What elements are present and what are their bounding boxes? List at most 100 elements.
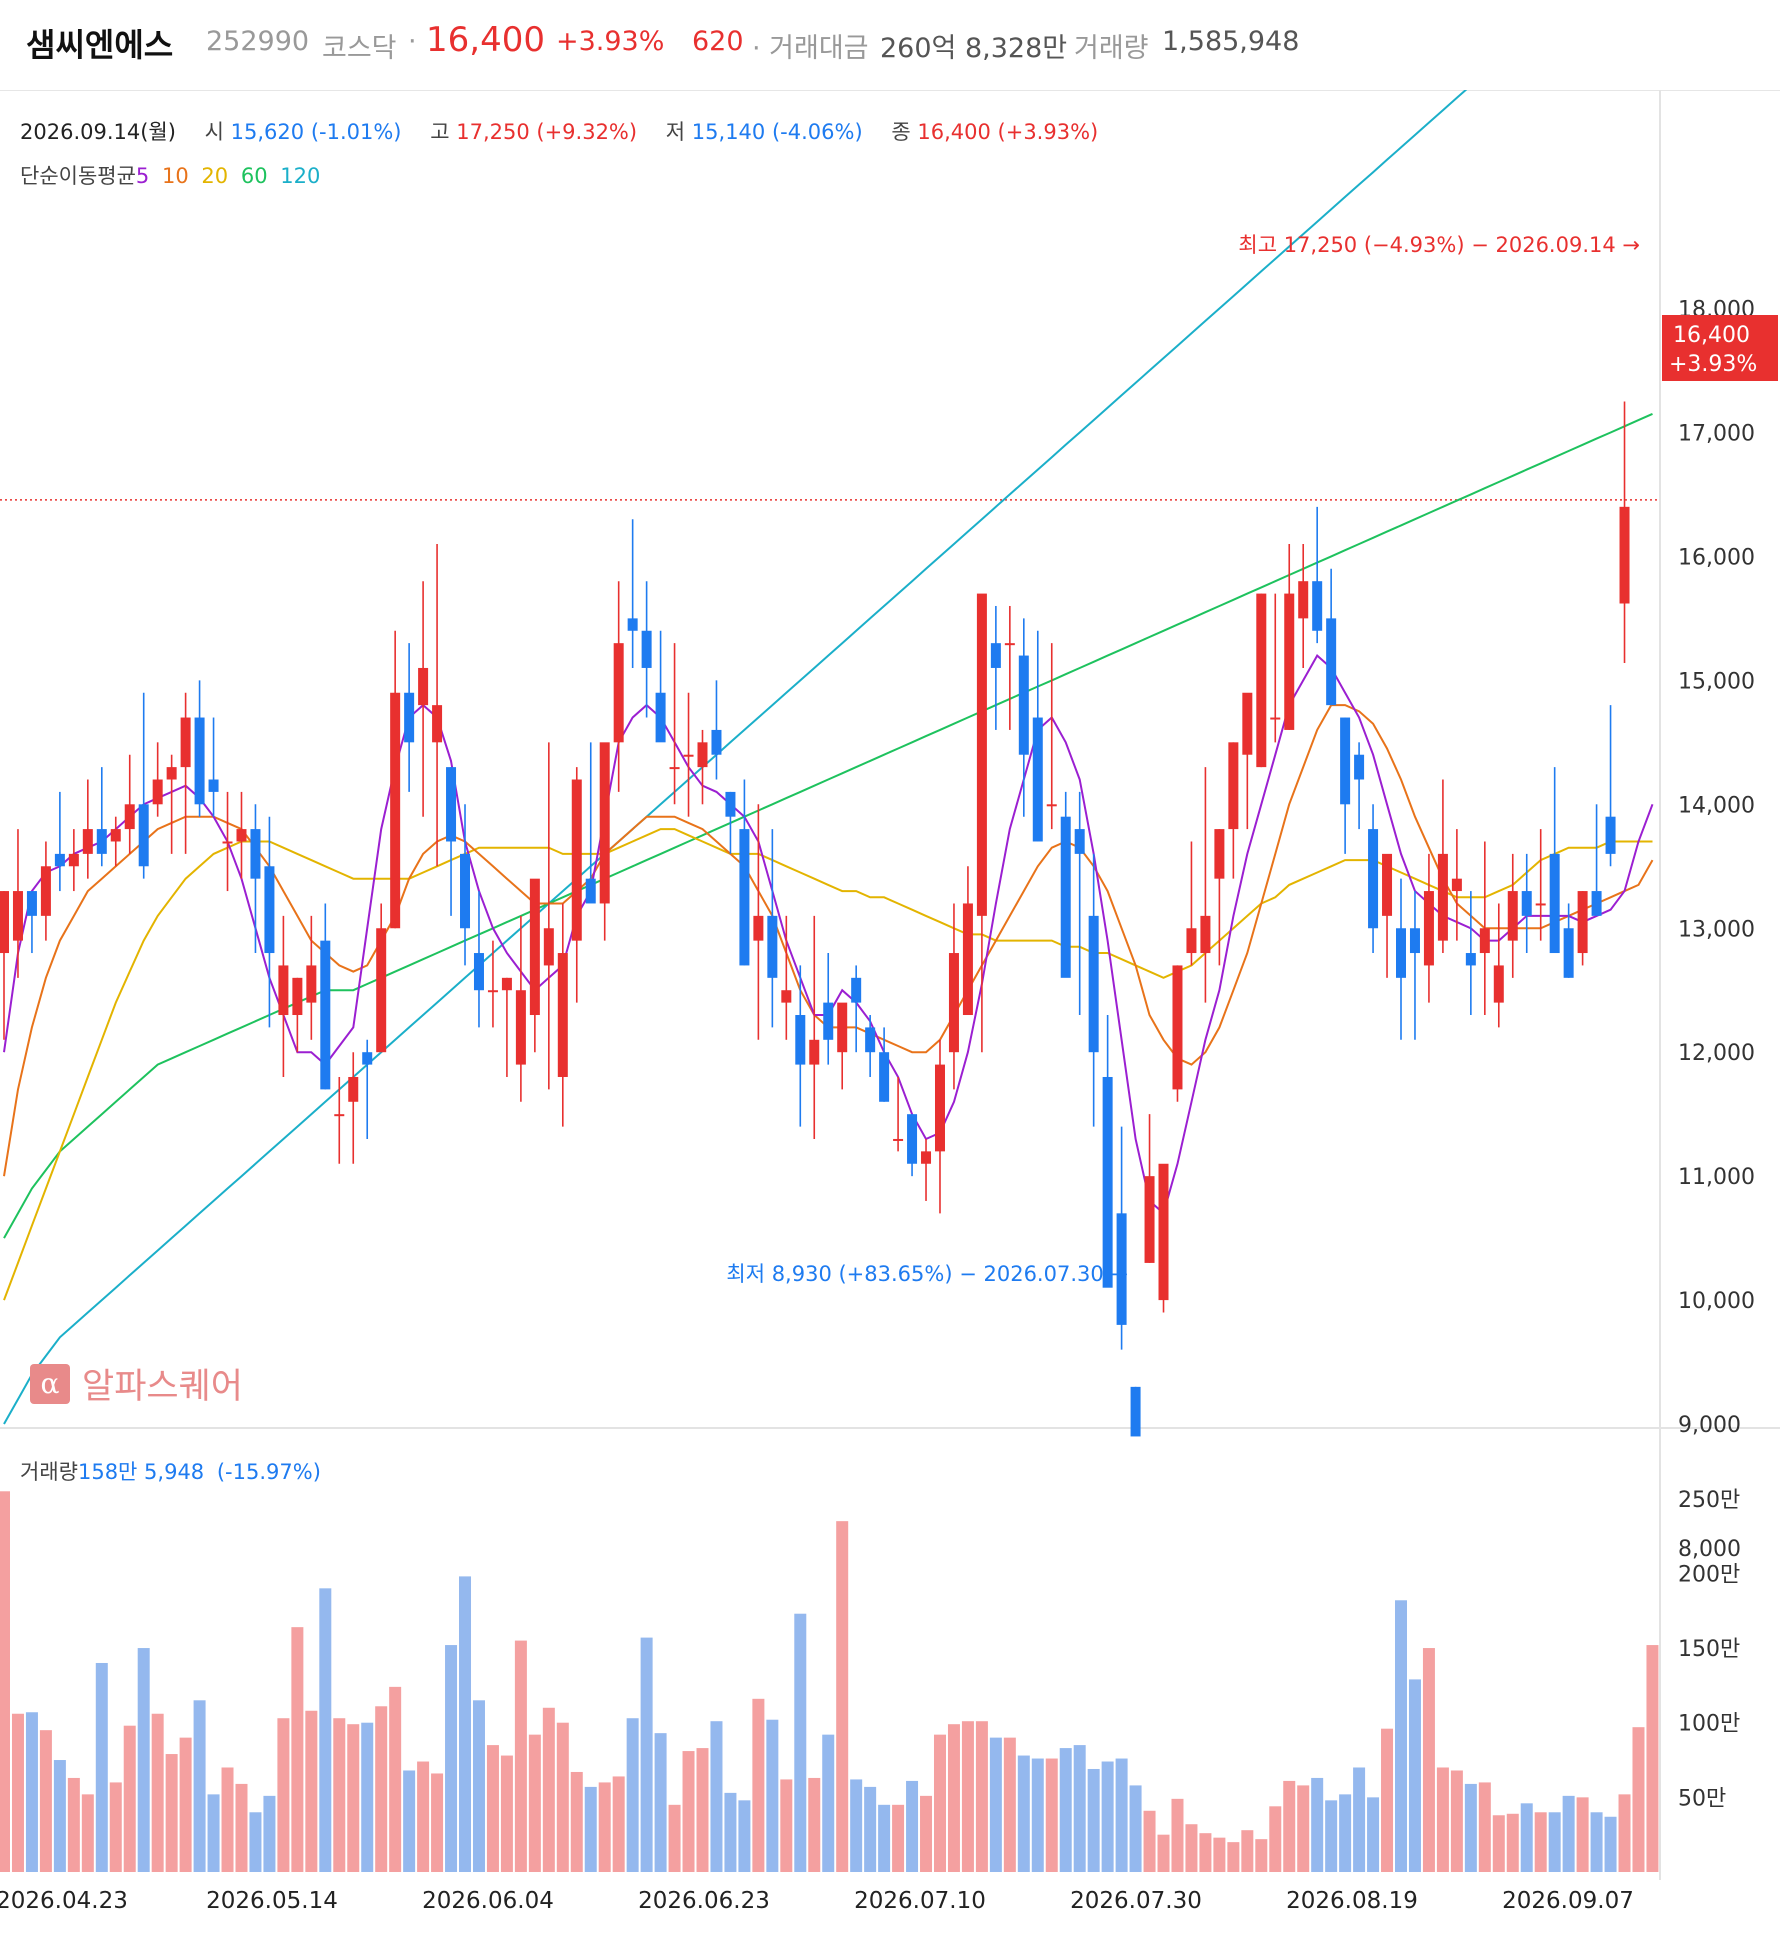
volume-bar — [417, 1761, 430, 1872]
candle-body — [1437, 853, 1448, 941]
candle-body — [781, 990, 792, 1003]
candle-body — [1409, 928, 1420, 954]
volume-bar — [1436, 1767, 1449, 1872]
candle-body — [264, 866, 275, 954]
volume-bar — [1171, 1798, 1184, 1872]
candle-body — [1074, 829, 1085, 854]
candle-body — [907, 1114, 918, 1164]
volume-bar — [752, 1698, 765, 1872]
volume-bar — [514, 1640, 527, 1872]
high-label: 고 — [430, 120, 450, 144]
ma-legend[interactable]: 단순이동평균5 10 20 60 120 — [20, 160, 320, 190]
volume-bar — [431, 1773, 444, 1872]
volume-bar — [1604, 1816, 1617, 1872]
ma-legend-label: 단순이동평균 — [20, 164, 136, 188]
volume-bar — [640, 1637, 653, 1872]
candle-body — [501, 977, 512, 991]
volume-bar — [878, 1804, 891, 1872]
price-tick-label: 17,000 — [1678, 421, 1755, 446]
candle-body — [487, 990, 498, 993]
candle-body — [1368, 829, 1379, 929]
volume-bar — [53, 1760, 66, 1872]
open-label: 시 — [204, 120, 224, 144]
close-pct: (+3.93%) — [997, 120, 1099, 144]
candle-body — [879, 1052, 890, 1102]
volume-bar — [39, 1730, 52, 1872]
stock-header: 샘씨엔에스 252990 코스닥 · 16,400 +3.93% 620 · 거… — [0, 0, 1780, 91]
ma5-legend: 5 — [135, 164, 150, 188]
low-label: 저 — [665, 120, 686, 144]
volume-bar — [1017, 1755, 1030, 1872]
open-pct: (-1.01%) — [310, 120, 402, 144]
volume-bar — [472, 1700, 485, 1872]
volume-bar — [612, 1776, 625, 1872]
candle-body — [557, 953, 568, 1077]
x-tick-label: 2026.05.14 — [206, 1888, 338, 1914]
candle-body — [0, 891, 9, 954]
candle-body — [669, 767, 680, 770]
candle-body — [697, 742, 708, 768]
ohlc-date: 2026.09.14(월) — [20, 120, 176, 144]
candle-body — [1340, 717, 1351, 805]
price-tick-label: 9,000 — [1678, 1413, 1741, 1438]
volume-bar — [95, 1662, 108, 1872]
candle-body — [1396, 928, 1406, 978]
close-value: 16,400 — [917, 120, 991, 144]
volume-bar — [766, 1719, 779, 1872]
volume-bar — [1157, 1834, 1170, 1872]
volume-bar — [221, 1767, 234, 1872]
ma10-legend: 10 — [161, 164, 189, 188]
volume-bar — [1339, 1794, 1352, 1872]
volume-bar — [1115, 1758, 1128, 1872]
watermark-text: 알파스퀘어 — [82, 1367, 244, 1407]
candlestick-chart[interactable]: 8,000 9,000 10,000 11,000 12,000 13,000 14,000… — [0, 90, 1780, 1880]
candle-body — [12, 891, 23, 941]
candle-body — [641, 630, 652, 668]
volume-bar — [445, 1645, 458, 1872]
volume-bar — [1408, 1679, 1421, 1872]
volume-tick-label: 50만 — [1678, 1786, 1726, 1811]
candle-body — [460, 853, 471, 929]
candle-body — [208, 779, 219, 792]
volume-bar — [1632, 1727, 1645, 1872]
volume-bar — [1087, 1768, 1100, 1872]
volume-bar — [836, 1521, 849, 1872]
volume-bar — [1269, 1806, 1282, 1872]
x-tick-label: 2026.09.07 — [1502, 1888, 1634, 1914]
stock-name[interactable]: 샘씨엔에스 — [26, 26, 174, 64]
candle-body — [1046, 804, 1057, 807]
volume-bar — [975, 1721, 988, 1872]
x-tick-label: 2026.04.23 — [0, 1888, 128, 1914]
volume-tick-label: 250만 — [1678, 1488, 1740, 1513]
price-tick-label: 13,000 — [1678, 917, 1755, 942]
current-price: 16,400 — [426, 20, 545, 60]
candle-body — [934, 1064, 945, 1152]
candle-body — [1284, 593, 1295, 730]
volume-info-value: 158만 5,948 — [77, 1460, 205, 1484]
volume-bar — [1325, 1800, 1338, 1872]
volume-bar — [1506, 1813, 1519, 1872]
volume-bar — [570, 1771, 583, 1872]
volume-bar — [654, 1733, 667, 1872]
candle-body — [962, 903, 973, 1016]
low-value: 15,140 — [691, 120, 766, 144]
volume-bar — [1381, 1728, 1394, 1872]
x-tick-label: 2026.06.23 — [638, 1888, 770, 1914]
candle-body — [1549, 853, 1560, 954]
volume-bar — [696, 1748, 709, 1872]
volume-bar — [179, 1737, 192, 1872]
candle-body — [1088, 915, 1099, 1053]
volume-bar — [1492, 1815, 1505, 1872]
volume-bar — [25, 1712, 38, 1872]
volume-bar — [67, 1777, 80, 1872]
volume-bar — [0, 1491, 10, 1872]
volume-tick-label: 150만 — [1678, 1637, 1740, 1662]
volume-tick-label: 200만 — [1678, 1562, 1740, 1587]
volume-bar — [724, 1792, 737, 1872]
volume-bar — [1185, 1824, 1198, 1872]
candle-body — [1116, 1213, 1127, 1325]
volume-bar — [291, 1627, 304, 1872]
candle-body — [320, 940, 331, 1090]
volume-bar — [1646, 1645, 1659, 1872]
low-annotation: 최저 8,930 (+83.65%) − 2026.07.30 → — [726, 1262, 1128, 1286]
